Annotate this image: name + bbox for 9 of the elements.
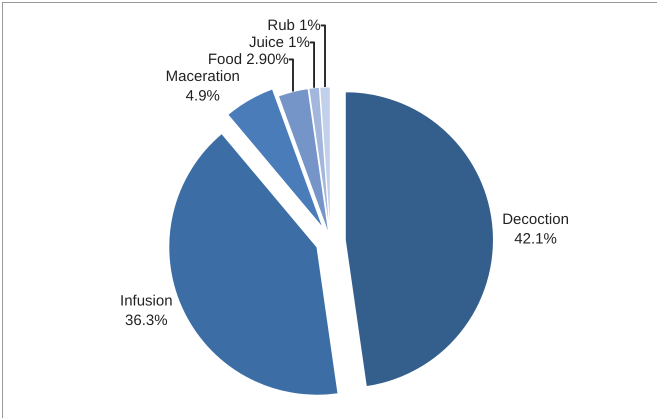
slice-label: Rub 1% <box>267 16 321 34</box>
slice-label: Maceration <box>166 68 240 85</box>
slice-label: Juice 1% <box>248 34 310 51</box>
slice-label: Decoction <box>502 211 569 228</box>
data-label: 36.3% <box>125 312 168 329</box>
slice-label: Food 2.90% <box>208 50 289 68</box>
data-label: 42.1% <box>514 230 557 248</box>
data-label: 4.9% <box>186 87 220 104</box>
slice-label: Infusion <box>120 292 173 310</box>
